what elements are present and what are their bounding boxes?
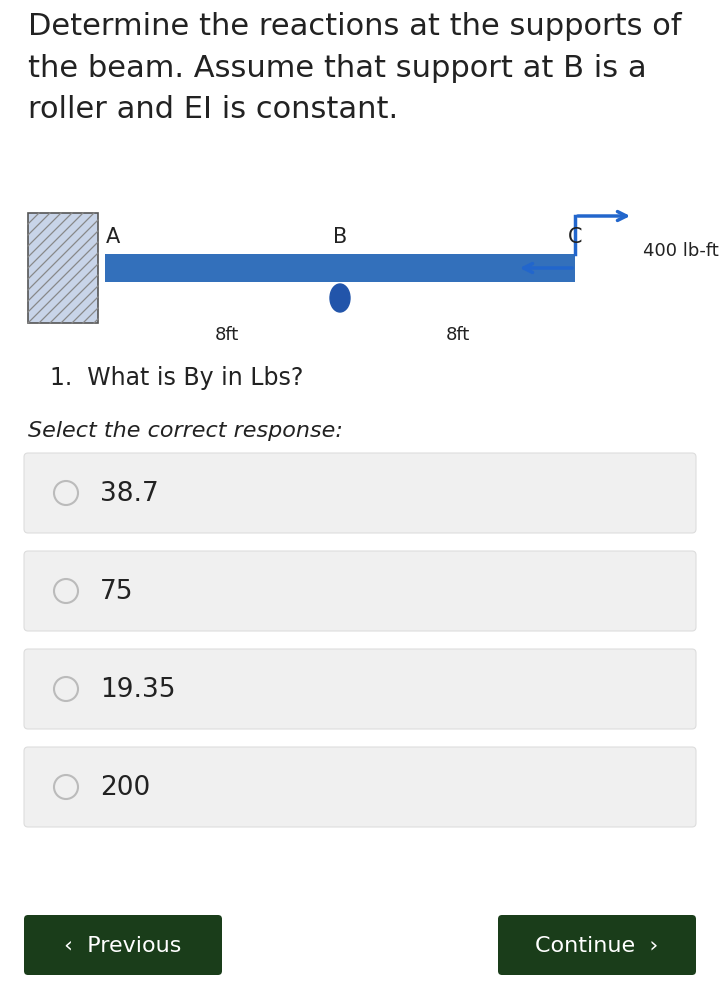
Polygon shape: [28, 214, 98, 324]
Polygon shape: [105, 255, 575, 283]
Text: 19.35: 19.35: [100, 676, 176, 702]
FancyBboxPatch shape: [24, 747, 696, 827]
FancyBboxPatch shape: [498, 915, 696, 975]
FancyBboxPatch shape: [24, 649, 696, 729]
Text: 200: 200: [100, 774, 150, 800]
Text: ‹  Previous: ‹ Previous: [64, 935, 181, 955]
Text: A: A: [106, 227, 120, 247]
Text: Continue  ›: Continue ›: [535, 935, 659, 955]
Text: 75: 75: [100, 579, 133, 605]
Text: 8ft: 8ft: [446, 326, 469, 344]
Text: 1.  What is By in Lbs?: 1. What is By in Lbs?: [50, 366, 303, 389]
Text: 8ft: 8ft: [215, 326, 238, 344]
Text: 38.7: 38.7: [100, 480, 158, 507]
FancyBboxPatch shape: [24, 915, 222, 975]
Text: Determine the reactions at the supports of
the beam. Assume that support at B is: Determine the reactions at the supports …: [28, 12, 682, 124]
Text: Select the correct response:: Select the correct response:: [28, 420, 343, 440]
FancyBboxPatch shape: [24, 552, 696, 631]
Text: C: C: [568, 227, 582, 247]
FancyBboxPatch shape: [24, 453, 696, 534]
Ellipse shape: [330, 285, 350, 313]
Text: 400 lb-ft: 400 lb-ft: [643, 242, 719, 260]
Text: B: B: [333, 227, 347, 247]
